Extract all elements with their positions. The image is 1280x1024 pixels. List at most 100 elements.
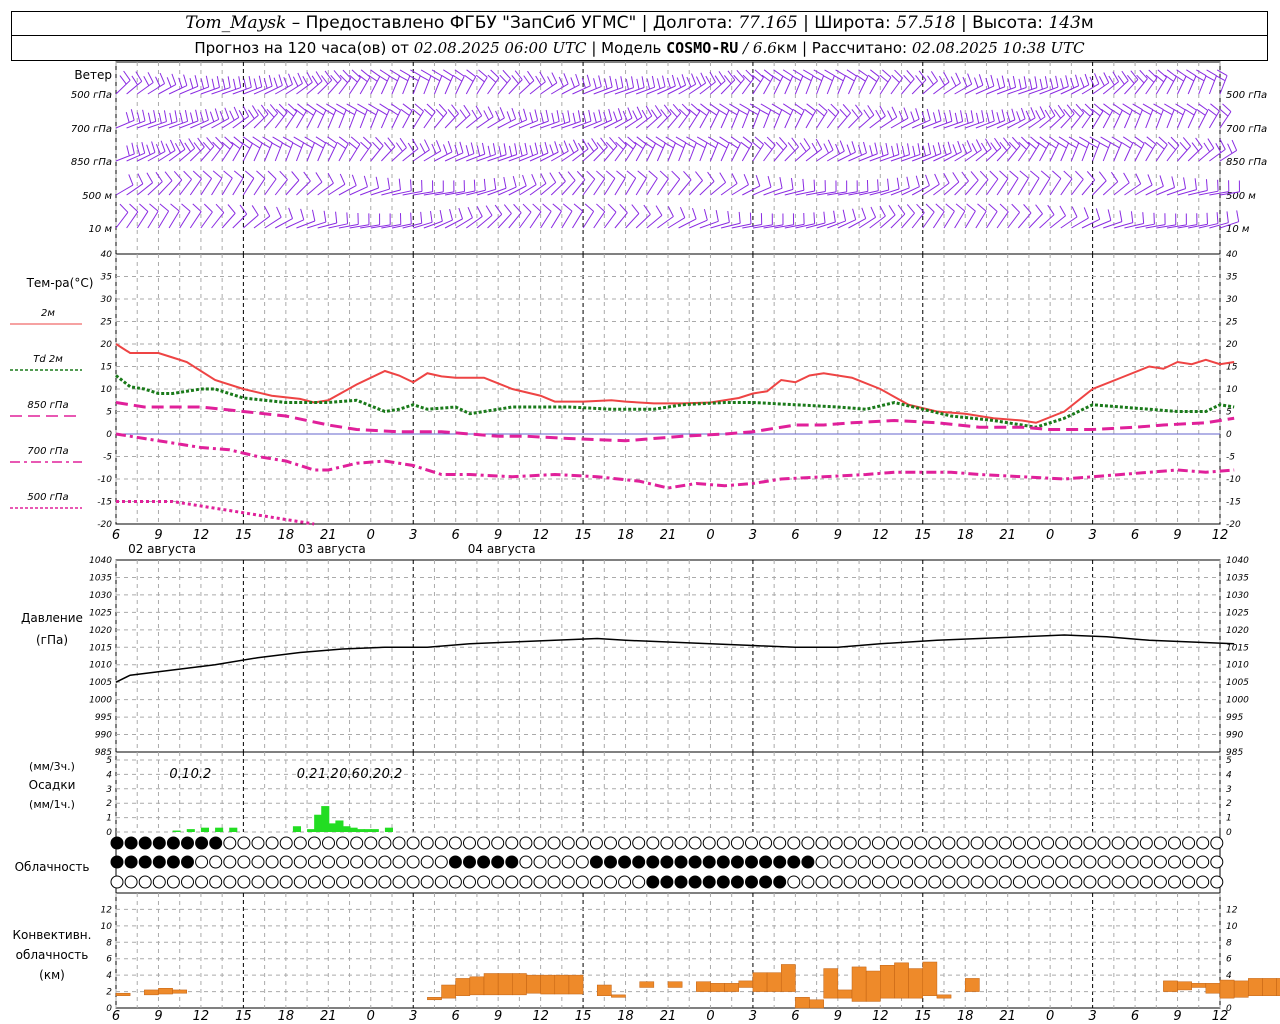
wind-barb: [1145, 175, 1164, 196]
wind-barb-shaft: [720, 79, 736, 95]
convective-bar: [922, 961, 938, 996]
wind-barb: [699, 210, 719, 229]
wind-barb-flag: [598, 75, 602, 87]
wind-barb-flag2: [219, 110, 225, 122]
wind-barb-flag: [879, 205, 886, 217]
wind-barb-shaft: [413, 221, 433, 229]
wind-barb-shaft: [359, 76, 371, 95]
wind-barb-flag2: [684, 142, 695, 149]
wind-barb-flag2: [761, 74, 771, 82]
wind-barb: [890, 143, 911, 162]
wind-barb: [264, 170, 277, 196]
conv-tick-left: 0: [106, 1004, 112, 1014]
wind-barb-flag: [1086, 171, 1096, 181]
wind-barb-flag: [763, 69, 774, 78]
wind-barb: [710, 172, 727, 196]
wind-barb-flag2: [636, 78, 640, 90]
convective-bar: [1276, 978, 1280, 996]
wind-barb-flag2: [1219, 108, 1229, 117]
wind-barb: [1209, 211, 1229, 229]
wind-barb-flag: [203, 203, 213, 213]
wind-barb-flag: [771, 213, 773, 225]
wind-barb: [572, 203, 584, 229]
wind-barb-flag: [503, 204, 512, 214]
wind-barb-shaft: [1155, 144, 1168, 162]
wind-barb-flag2: [304, 108, 314, 116]
wind-barb: [699, 171, 715, 196]
wind-barb-shaft: [115, 119, 135, 129]
wind-barb-shaft: [285, 179, 300, 196]
wind-barb: [349, 175, 368, 196]
cloud-symbol: [1182, 875, 1196, 889]
cloud-symbol: [604, 836, 617, 850]
wind-barb: [476, 106, 494, 129]
wind-barb-flag2: [471, 109, 478, 120]
wind-barb: [975, 170, 989, 196]
convective-bar: [894, 962, 909, 999]
wind-barb-flag: [861, 207, 867, 219]
wind-barb-flag: [949, 109, 953, 122]
wind-barb-shaft: [996, 146, 1011, 162]
precip-bar: [384, 827, 393, 832]
wind-barb-flag: [654, 105, 662, 116]
wind-barb-flag2: [653, 141, 664, 149]
wind-barb-flag: [183, 170, 192, 180]
wind-barb-shaft: [295, 142, 305, 162]
wind-barb-shaft: [880, 116, 898, 129]
wind-barb-flag: [463, 104, 471, 115]
wind-barb-flag: [1182, 137, 1191, 147]
wind-barb-flag2: [551, 112, 555, 124]
wind-barb: [497, 143, 518, 162]
wind-barb: [1088, 136, 1101, 162]
wind-barb-flag: [681, 74, 687, 86]
cloud-symbol: [1111, 855, 1125, 869]
wind-barb: [281, 136, 294, 162]
wind-barb: [306, 71, 323, 95]
wind-barb: [727, 103, 740, 129]
temp-legend-label: 500 гПа: [27, 492, 68, 503]
temp-tick-left: 30: [101, 295, 113, 305]
wind-barb-shaft: [1113, 110, 1123, 129]
wind-barb-flag2: [281, 142, 292, 149]
wind-barb: [996, 203, 1009, 229]
wind-barb: [296, 209, 316, 229]
wind-barb-flag2: [1215, 143, 1222, 153]
cloud-symbol: [688, 875, 702, 889]
wind-barb-shaft: [689, 219, 708, 229]
wind-barb-shaft: [540, 211, 552, 229]
wind-barb: [324, 103, 337, 129]
wind-barb-shaft: [986, 211, 998, 229]
wind-barb-flag2: [815, 108, 825, 117]
wind-barb-flag2: [143, 76, 150, 86]
cloud-symbol: [420, 855, 434, 869]
wind-barb-flag2: [378, 74, 388, 82]
cloud-symbol: [886, 836, 899, 850]
wind-barb: [126, 203, 139, 229]
wind-barb-flag: [360, 69, 371, 78]
wind-barb: [327, 70, 342, 95]
wind-barb: [211, 203, 225, 229]
wind-barb: [253, 170, 266, 196]
wind-barb-shaft: [221, 212, 236, 229]
wind-barb: [986, 75, 1006, 95]
wind-barb-flag: [994, 137, 1002, 148]
wind-barb-shaft: [412, 110, 424, 129]
wind-barb-shaft: [476, 188, 496, 196]
wind-barb: [518, 203, 532, 229]
wind-barb: [1081, 73, 1100, 95]
cloud-symbol: [886, 855, 899, 869]
cloud-symbol: [336, 875, 350, 889]
cloud-symbol: [956, 855, 970, 869]
time-label-bottom: 21: [999, 1009, 1016, 1024]
wind-barb-shaft: [837, 112, 851, 129]
wind-barb-shaft: [1145, 143, 1157, 162]
wind-barb: [901, 108, 920, 129]
wind-barb-flag2: [641, 109, 648, 120]
cloud-symbol: [561, 855, 575, 869]
lon-value: 77.165: [738, 13, 798, 33]
wind-barb: [954, 140, 972, 162]
wind-barb-shaft: [667, 217, 686, 229]
wind-barb-flag: [991, 109, 995, 122]
wind-barb: [801, 69, 814, 95]
wind-barb-shaft: [476, 153, 496, 162]
